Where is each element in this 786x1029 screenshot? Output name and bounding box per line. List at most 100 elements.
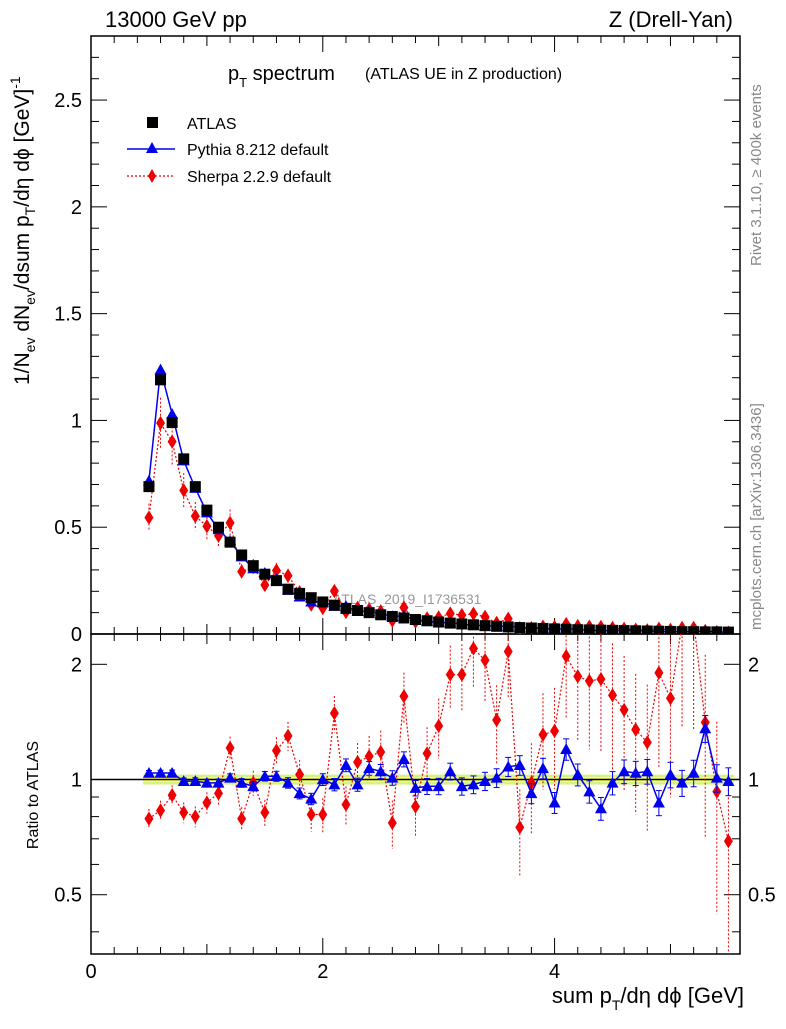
sherpa-ratio-point [468,641,478,656]
atlas-point [236,549,248,561]
sherpa-point [271,563,281,578]
sherpa-ratio-point [190,809,200,824]
sherpa-ratio-point [561,648,571,664]
atlas-point [363,607,375,619]
pythia-ratio-point [189,775,202,786]
process-label: Z (Drell-Yan) [609,7,733,32]
atlas-point [607,624,619,634]
sherpa-ratio-point [387,815,397,831]
sherpa-point [283,568,293,583]
sherpa-point [445,606,455,621]
sherpa-point [399,600,409,615]
atlas-point [456,618,468,630]
y-tick-label: 0 [71,624,82,646]
sherpa-ratio-point [341,797,351,812]
pythia-ratio-point [374,765,387,777]
pythia-ratio-point [699,722,712,734]
atlas-point [352,605,364,617]
sherpa-ratio-point [434,718,444,734]
sherpa-ratio-point [619,702,629,718]
atlas-point [630,625,642,634]
sherpa-ratio-point [202,795,212,810]
pythia-ratio-point [455,780,468,792]
ratio-tick-label: 1 [71,770,82,792]
atlas-point [491,620,503,632]
atlas-point [664,625,676,634]
atlas-point [514,622,526,634]
sherpa-ratio-point [144,811,154,826]
sherpa-point [237,564,247,579]
sherpa-point [156,415,166,431]
ratio-tick-label: 1 [748,770,759,792]
main-plot-area [142,363,734,634]
ratio-plot-area [142,634,735,954]
sherpa-ratio-point [665,691,675,706]
sherpa-ratio-point [295,767,305,782]
sherpa-ratio-point [573,669,583,684]
pythia-ratio-point [421,780,434,792]
pythia-ratio-point [293,787,306,799]
pythia-ratio-point [467,778,480,790]
sherpa-point [144,510,154,525]
atlas-point [583,624,595,634]
atlas-point [699,626,711,634]
pythia-ratio-point [305,792,318,804]
ratio-axis-label: Ratio to ATLAS [25,741,42,849]
pythia-ratio-point [502,760,515,772]
y-tick-label: 0.5 [54,517,82,539]
pythia-ratio-point [282,776,295,788]
y-tick-label: 1.5 [54,304,82,326]
atlas-point [618,625,630,634]
x-tick-label: 4 [549,961,560,983]
pythia-ratio-point [397,753,410,764]
mcplots-label: mcplots.cern.ch [arXiv:1306.3436] [748,403,765,630]
atlas-point [688,626,700,634]
sherpa-point [457,607,467,623]
legend-sherpa-label: Sherpa 2.2.9 default [187,169,332,186]
sherpa-ratio-point [642,735,652,750]
atlas-point [328,599,340,611]
sherpa-ratio-point [654,665,664,681]
atlas-point [247,560,259,572]
sherpa-ratio-point [492,712,502,728]
y-tick-label: 2.5 [54,90,82,112]
pythia-ratio-point [560,743,573,755]
pythia-ratio-point [525,787,538,799]
pythia-ratio-point [386,771,399,783]
legend-atlas-marker [147,117,158,128]
atlas-point [433,616,445,628]
sherpa-ratio-point [503,644,513,659]
pythia-ratio-point [224,771,237,783]
pythia-ratio-point [154,766,167,778]
pythia-ratio-point [583,785,596,797]
atlas-point [386,610,398,622]
tick-labels: 0 2 4 0 0.5 1 1.5 2 2.5 0.5 0.5 1 1 2 2 [54,90,776,983]
sherpa-ratio-point [550,723,560,739]
pythia-ratio-point [177,775,190,786]
sherpa-ratio-point [225,740,235,756]
pythia-ratio-point [212,776,225,788]
sherpa-point [318,600,328,616]
atlas-point [224,536,236,548]
pythia-ratio-point [142,766,155,778]
pythia-ratio-point [166,766,179,778]
sherpa-ratio-point [364,749,374,764]
sherpa-point [167,434,177,449]
pythia-ratio-point [594,802,607,814]
atlas-point [537,622,549,634]
sherpa-ratio-point [329,706,339,721]
sherpa-ratio-point [283,728,293,744]
x-axis-label: sum pT/dη dϕ [GeV] [552,983,744,1013]
x-tick-label: 0 [85,961,96,983]
pythia-ratio-point [571,768,584,780]
ratio-tick-label: 0.5 [54,885,82,907]
sherpa-ratio-point [376,744,386,760]
pythia-ratio-point [351,778,364,790]
y-tick-label: 1 [71,410,82,432]
atlas-point [410,613,421,625]
pythia-ratio-point [536,762,549,774]
atlas-point [259,568,271,580]
sherpa-point [260,577,270,593]
legend-atlas-label: ATLAS [187,116,237,133]
sherpa-ratio-point [411,799,420,814]
